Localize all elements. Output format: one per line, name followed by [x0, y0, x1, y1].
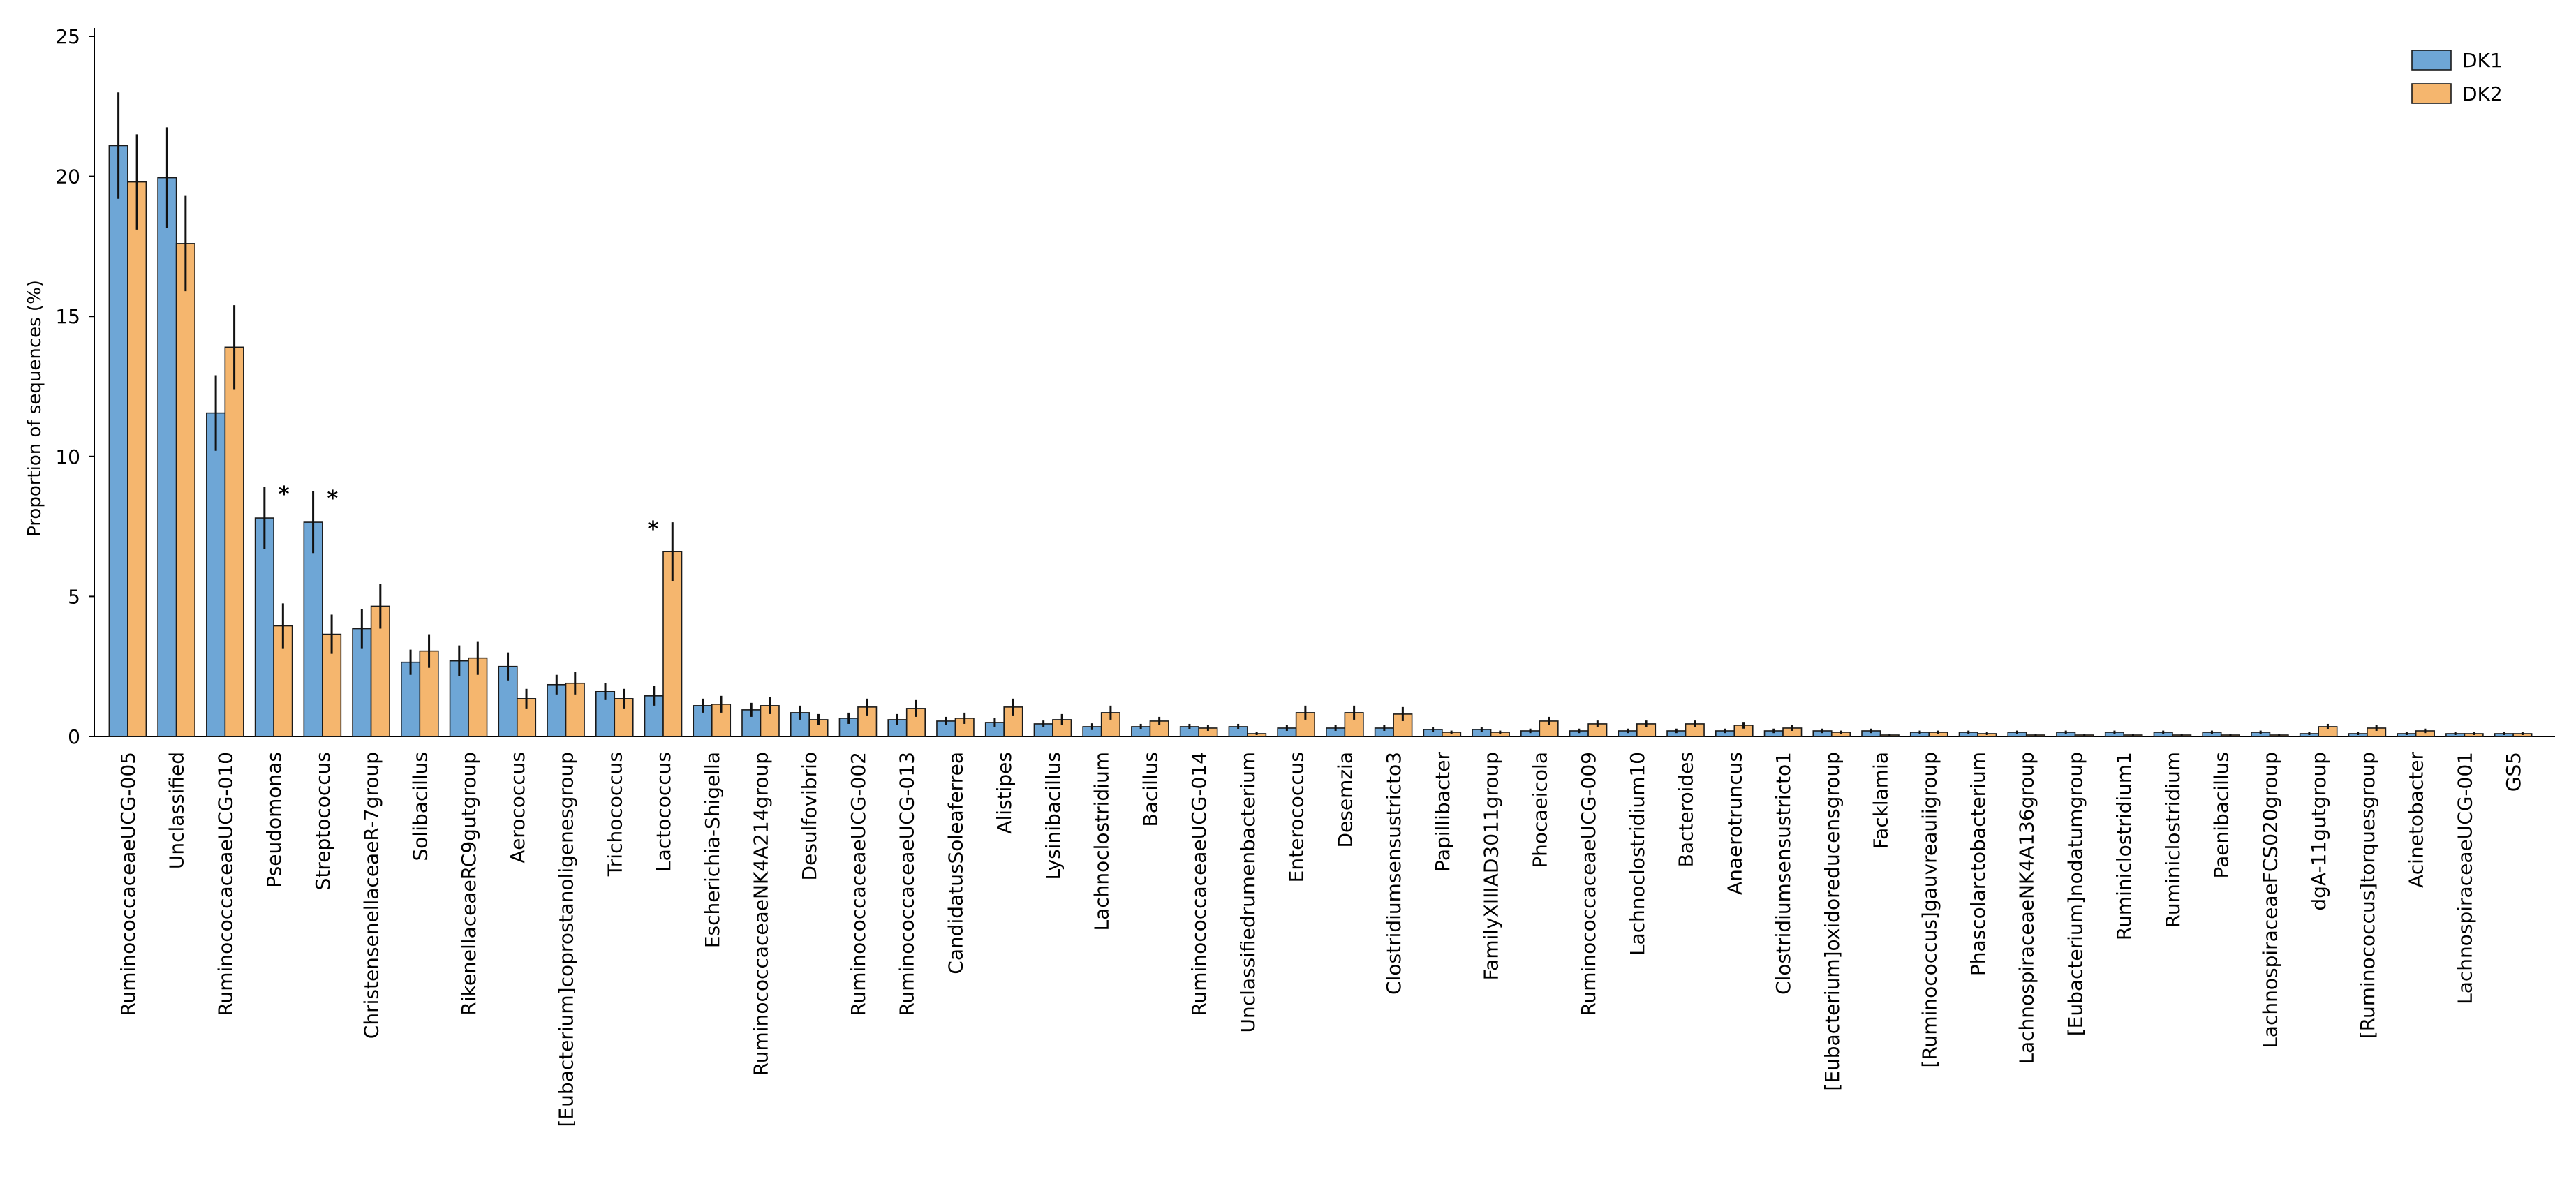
x-tick-label: Clostridiumsensustricto1	[1772, 752, 1795, 995]
x-tick-label: ChristensenellaceaeR-7group	[360, 752, 383, 1039]
y-axis-label: Proportion of sequences (%)	[24, 280, 45, 537]
x-tick-label: RuminococcaceaeUCG-002	[847, 752, 870, 1016]
error-bars: * * *	[117, 92, 2524, 736]
x-tick-label: RuminococcaceaeUCG-009	[1577, 752, 1600, 1016]
y-tick-label: 5	[68, 585, 80, 608]
x-tick-label: [Ruminococcus]torquesgroup	[2356, 752, 2379, 1039]
bar-dk2	[175, 243, 195, 737]
bar-dk1	[254, 517, 274, 737]
bars	[108, 145, 2533, 737]
x-tick-label: Lachnoclostridium	[1090, 752, 1113, 931]
x-tick-label: Streptococcus	[311, 752, 334, 890]
x-tick-label: Desulfovibrio	[798, 752, 821, 880]
x-tick-label: RuminococcaceaeUCG-010	[214, 752, 237, 1016]
y-tick-label: 25	[55, 25, 80, 48]
y-tick-label: 0	[68, 725, 80, 748]
x-tick-label: Pseudomonas	[262, 752, 286, 888]
x-tick-label: LachnospiraceaeNK4A136group	[2015, 752, 2038, 1065]
legend-swatch-dk2	[2411, 83, 2452, 104]
x-tick-label: Alistipes	[993, 752, 1016, 834]
bar-dk2	[224, 346, 244, 737]
significance-star: *	[648, 517, 659, 542]
x-tick-label: Enterococcus	[1285, 752, 1308, 882]
x-tick-label: Anaerotruncus	[1723, 752, 1746, 895]
x-tick-label: Solibacillus	[408, 752, 431, 861]
x-tick-label: Ruminiclostridium1	[2112, 752, 2135, 940]
x-tick-label: Bacteroides	[1675, 752, 1698, 867]
significance-star: *	[279, 482, 290, 507]
bar-dk2	[127, 181, 147, 737]
x-tick-label: Unclassified	[165, 752, 188, 869]
bar-dk1	[303, 521, 323, 737]
x-tick-label: Phascolarctobacterium	[1967, 752, 1990, 976]
x-tick-label: LachnospiraceaeUCG-001	[2453, 752, 2476, 1005]
significance-star: *	[327, 487, 339, 511]
bar-dk1	[108, 145, 128, 737]
legend-label-dk2: DK2	[2462, 82, 2503, 105]
x-tick-label: Escherichia-Shigella	[701, 752, 724, 948]
x-tick-label: GS5	[2502, 752, 2525, 792]
x-tick-label: LachnospiraceaeFCS020group	[2258, 752, 2281, 1048]
axes	[89, 28, 2555, 737]
x-tick-label: RuminococcaceaeUCG-005	[117, 752, 140, 1016]
x-tick-label: Aerococcus	[506, 752, 529, 864]
x-tick-label: Paenibacillus	[2210, 752, 2233, 879]
x-tick-label: RuminococcaceaeUCG-014	[1187, 752, 1211, 1016]
x-tick-label: Acinetobacter	[2405, 752, 2428, 888]
x-tick-label: Desemzia	[1333, 752, 1356, 848]
x-tick-label: [Eubacterium]nodatumgroup	[2064, 752, 2087, 1036]
x-tick-label: Clostridiumsensustricto3	[1382, 752, 1405, 995]
x-tick-label: Phocaeicola	[1528, 752, 1551, 868]
x-tick-label: Lachnoclostridium10	[1626, 752, 1649, 956]
x-tick-label: RuminococcaceaeUCG-013	[896, 752, 919, 1016]
x-tick-label: Ruminiclostridium	[2161, 752, 2184, 928]
legend-label-dk1: DK1	[2462, 49, 2503, 72]
x-tick-label: RuminococcaceaeNK4A214group	[749, 752, 772, 1076]
y-tick-label: 15	[55, 305, 80, 328]
x-tick-label: Unclassifiedrumenbacterium	[1236, 752, 1259, 1033]
x-tick-label: CandidatusSoleaferrea	[944, 752, 967, 975]
x-tick-label: [Eubacterium]coprostanoligenesgroup	[555, 752, 578, 1127]
x-tick-label: Lactococcus	[652, 752, 675, 872]
x-tick-label: Papillibacter	[1431, 752, 1454, 872]
x-tick-label: Trichococcus	[603, 752, 626, 877]
y-tick-labels: 0 5 10 15 20 25	[55, 25, 80, 748]
x-tick-label: Facklamia	[1870, 752, 1893, 849]
y-tick-label: 10	[55, 445, 80, 468]
x-tick-label: Bacillus	[1139, 752, 1162, 827]
x-tick-label: FamilyXIIIAD3011group	[1480, 752, 1503, 980]
x-tick-label: [Ruminococcus]gauvreauiigroup	[1918, 752, 1941, 1068]
x-tick-label: dgA-11gutgroup	[2307, 752, 2330, 911]
y-tick-label: 20	[55, 165, 80, 188]
x-tick-label: Lysinibacillus	[1042, 752, 1065, 880]
x-tick-label: [Eubacterium]oxidoreducensgroup	[1821, 752, 1844, 1091]
bar-dk1	[157, 177, 177, 737]
legend-swatch-dk1	[2411, 50, 2452, 71]
x-tick-label: RikenellaceaeRC9gutgroup	[457, 752, 480, 1016]
x-tick-labels: RuminococcaceaeUCG-005 Unclassified Rumino…	[117, 752, 2525, 1127]
bar-dk1	[206, 412, 226, 737]
